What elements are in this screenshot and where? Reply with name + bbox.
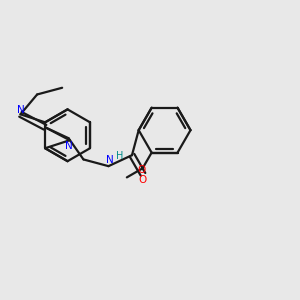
Text: H: H bbox=[116, 151, 123, 161]
Text: N: N bbox=[65, 140, 73, 151]
Text: O: O bbox=[137, 165, 145, 175]
Text: N: N bbox=[106, 155, 114, 165]
Text: O: O bbox=[139, 175, 147, 185]
Text: N: N bbox=[17, 105, 25, 115]
